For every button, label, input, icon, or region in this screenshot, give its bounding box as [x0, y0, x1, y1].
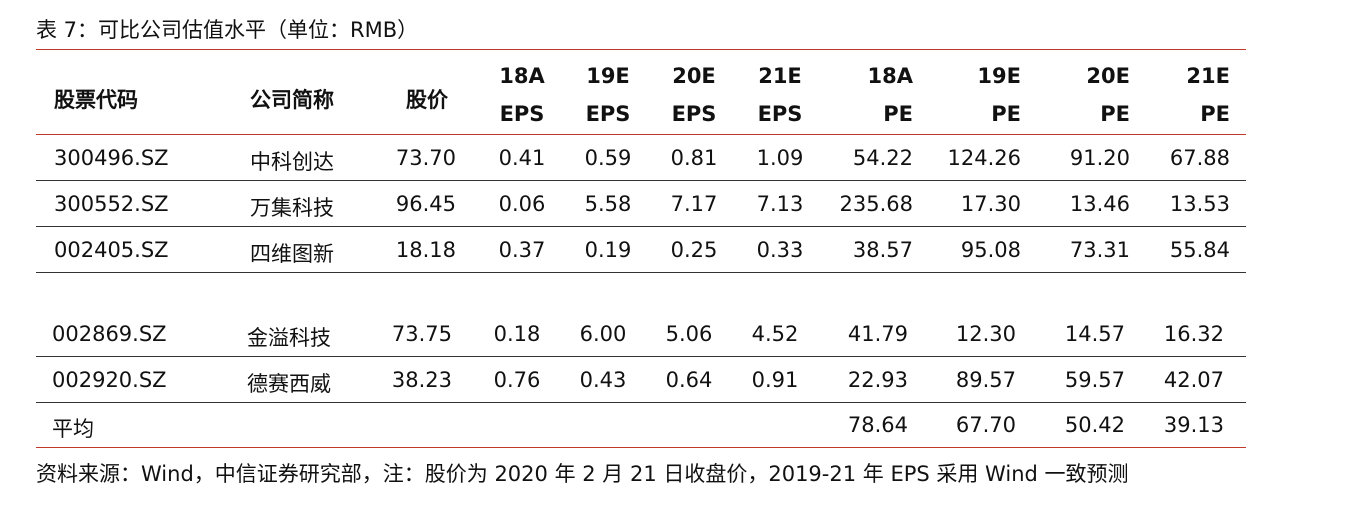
pe-19e: 17.30	[960, 192, 1021, 216]
top-rule	[36, 49, 1246, 50]
pe-20e: 13.46	[1069, 192, 1130, 216]
header-stock-code: 股票代码	[54, 88, 138, 112]
pe-21e: 55.84	[1169, 238, 1230, 262]
stock-code: 002869.SZ	[52, 322, 167, 346]
eps-20e: 0.64	[665, 368, 713, 392]
header-18a-eps-line2: EPS	[499, 102, 545, 126]
header-20e-eps-line2: EPS	[671, 102, 717, 126]
eps-18a: 0.37	[498, 238, 546, 262]
price: 18.18	[395, 238, 456, 262]
source-note: 资料来源：Wind，中信证券研究部，注：股价为 2020 年 2 月 21 日收…	[36, 462, 1129, 486]
eps-21e: 1.09	[756, 146, 804, 170]
stock-code: 002920.SZ	[52, 368, 167, 392]
company-name: 万集科技	[250, 196, 334, 220]
header-20e-pe-line1: 20E	[1086, 64, 1130, 88]
header-19e-pe-line1: 19E	[977, 64, 1021, 88]
company-name: 德赛西威	[247, 372, 331, 396]
eps-18a: 0.06	[498, 192, 546, 216]
eps-20e: 7.17	[670, 192, 718, 216]
pe-18a: 22.93	[847, 368, 908, 392]
stock-code: 300552.SZ	[54, 192, 169, 216]
header-price: 股价	[406, 88, 448, 112]
row-divider	[36, 226, 1246, 227]
eps-21e: 4.52	[751, 322, 799, 346]
pe-18a: 235.68	[839, 192, 913, 216]
pe-19e: 124.26	[947, 146, 1021, 170]
pe-19e: 12.30	[955, 322, 1016, 346]
price: 73.70	[395, 146, 456, 170]
pe-20e: 59.57	[1064, 368, 1125, 392]
table-title: 表 7：可比公司估值水平（单位：RMB）	[36, 18, 419, 42]
eps-18a: 0.41	[498, 146, 546, 170]
header-21e-pe-line1: 21E	[1186, 64, 1230, 88]
eps-19e: 5.58	[584, 192, 632, 216]
company-name: 金溢科技	[247, 326, 331, 350]
pe-19e: 89.57	[955, 368, 1016, 392]
header-21e-eps-line1: 21E	[758, 64, 802, 88]
eps-21e: 7.13	[756, 192, 804, 216]
header-21e-pe-line2: PE	[1200, 102, 1230, 126]
header-19e-eps-line1: 19E	[586, 64, 630, 88]
pe-18a: 38.57	[852, 238, 913, 262]
header-18a-pe-line2: PE	[883, 102, 913, 126]
pe-21e: 67.88	[1169, 146, 1230, 170]
price: 38.23	[391, 368, 452, 392]
pe-21e: 13.53	[1169, 192, 1230, 216]
price: 73.75	[391, 322, 452, 346]
average-pe-20e: 50.42	[1064, 413, 1125, 437]
pe-21e: 16.32	[1163, 322, 1224, 346]
pe-21e: 42.07	[1163, 368, 1224, 392]
bottom-rule	[36, 447, 1246, 448]
header-company-name: 公司简称	[250, 88, 334, 112]
eps-20e: 5.06	[665, 322, 713, 346]
row-divider	[36, 180, 1246, 181]
eps-19e: 0.59	[584, 146, 632, 170]
row-divider	[36, 272, 1246, 273]
eps-19e: 0.43	[579, 368, 627, 392]
pe-18a: 54.22	[852, 146, 913, 170]
row-divider	[36, 402, 1246, 403]
pe-20e: 73.31	[1069, 238, 1130, 262]
eps-18a: 0.18	[493, 322, 541, 346]
average-pe-19e: 67.70	[955, 413, 1016, 437]
eps-21e: 0.33	[756, 238, 804, 262]
header-18a-eps-line1: 18A	[499, 64, 545, 88]
eps-21e: 0.91	[751, 368, 799, 392]
eps-19e: 6.00	[579, 322, 627, 346]
pe-19e: 95.08	[960, 238, 1021, 262]
eps-19e: 0.19	[584, 238, 632, 262]
header-20e-pe-line2: PE	[1100, 102, 1130, 126]
eps-20e: 0.25	[670, 238, 718, 262]
pe-20e: 14.57	[1064, 322, 1125, 346]
average-label: 平均	[52, 417, 94, 441]
header-21e-eps-line2: EPS	[757, 102, 803, 126]
header-18a-pe-line1: 18A	[867, 64, 913, 88]
header-19e-pe-line2: PE	[991, 102, 1021, 126]
pe-18a: 41.79	[847, 322, 908, 346]
company-name: 中科创达	[250, 150, 334, 174]
company-name: 四维图新	[250, 242, 334, 266]
eps-20e: 0.81	[670, 146, 718, 170]
stock-code: 002405.SZ	[54, 238, 169, 262]
stock-code: 300496.SZ	[54, 146, 169, 170]
header-rule	[36, 134, 1246, 135]
average-pe-18a: 78.64	[847, 413, 908, 437]
header-19e-eps-line2: EPS	[585, 102, 631, 126]
price: 96.45	[395, 192, 456, 216]
eps-18a: 0.76	[493, 368, 541, 392]
average-pe-21e: 39.13	[1163, 413, 1224, 437]
header-20e-eps-line1: 20E	[672, 64, 716, 88]
row-divider	[36, 356, 1246, 357]
pe-20e: 91.20	[1069, 146, 1130, 170]
